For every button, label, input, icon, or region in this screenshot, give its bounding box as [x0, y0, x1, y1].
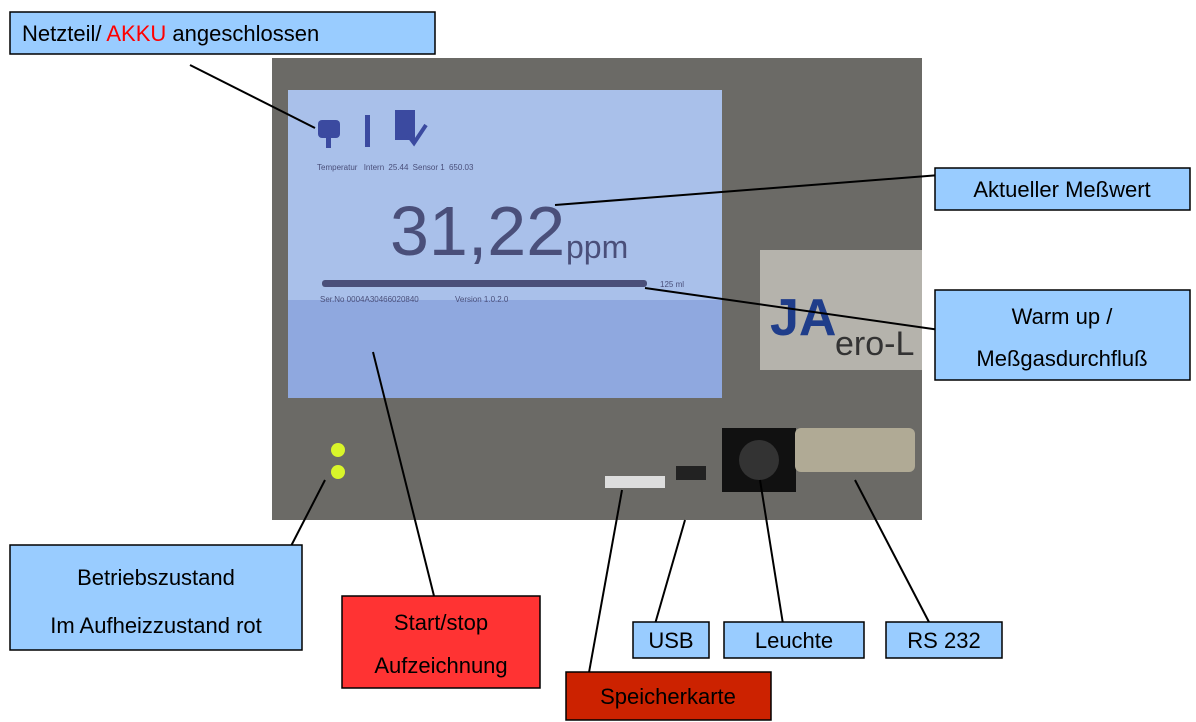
light-socket-inner — [739, 440, 779, 480]
callout-label: Betriebszustand — [77, 565, 235, 590]
led — [331, 443, 345, 457]
callout-label: Meßgasdurchfluß — [976, 346, 1147, 371]
flow-value: 125 ml — [660, 280, 684, 289]
display-lower — [288, 300, 722, 398]
usb-port — [676, 466, 706, 480]
led — [331, 465, 345, 479]
logo-text: ero-L — [835, 325, 914, 363]
leader — [655, 520, 685, 624]
reading-unit: ppm — [566, 229, 628, 265]
reading: 31,22 — [390, 192, 565, 270]
callout-label: Netzteil/ AKKU angeschlossen — [22, 21, 319, 46]
rs232-port — [795, 428, 915, 472]
callout-label: Start/stop — [394, 610, 488, 635]
card-slot — [605, 476, 665, 488]
callout-label: Speicherkarte — [600, 684, 736, 709]
callout-label: Aktueller Meßwert — [973, 177, 1150, 202]
screen-status: Temperatur Intern 25.44 Sensor 1 650.03 — [317, 163, 474, 172]
callout-label: RS 232 — [907, 628, 980, 653]
callout-label: USB — [648, 628, 693, 653]
callout-label: Aufzeichnung — [374, 653, 507, 678]
version: Version 1.0.2.0 — [455, 295, 509, 304]
flow-bar — [322, 280, 647, 287]
callout-label: Warm up / — [1012, 304, 1114, 329]
diagram: Temperatur Intern 25.44 Sensor 1 650.03 … — [0, 0, 1196, 722]
logo-mark: JA — [770, 289, 836, 347]
serial-number: Ser.No 0004A30466020840 — [320, 295, 419, 304]
callout-label: Leuchte — [755, 628, 833, 653]
callout-label: Im Aufheizzustand rot — [50, 613, 262, 638]
